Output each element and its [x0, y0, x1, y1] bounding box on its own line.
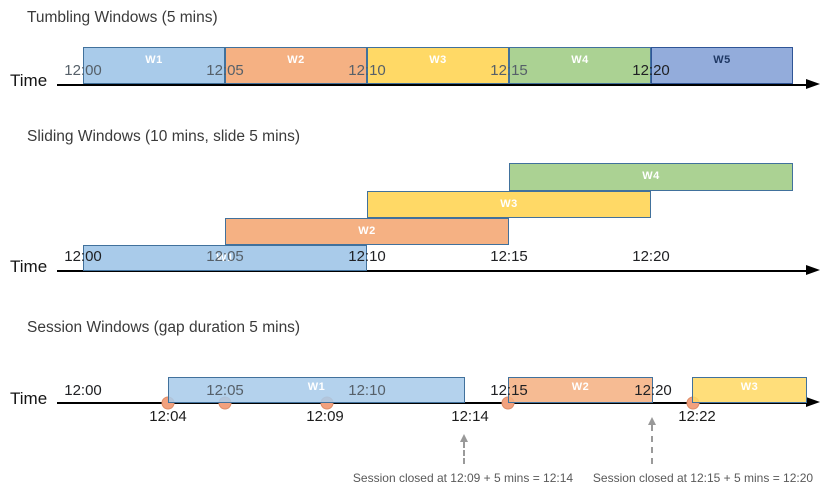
window-box-w2: W2 — [225, 218, 509, 245]
window-label: W3 — [740, 381, 759, 393]
time-tick-label: 12:10 — [348, 382, 386, 399]
time-tick-label: 12:15 — [490, 248, 528, 265]
window-label: W3 — [429, 54, 447, 66]
event-time-label: 12:09 — [306, 408, 344, 425]
window-box-w1: W1 — [83, 245, 367, 271]
time-tick-label: 12:20 — [634, 382, 672, 399]
time-tick-label: 12:05 — [206, 62, 244, 79]
timeline-session — [57, 402, 807, 404]
time-tick-label: 12:00 — [64, 62, 102, 79]
timeline-tumbling — [57, 84, 807, 86]
window-label: W2 — [571, 381, 590, 393]
time-tick-label: 12:00 — [64, 248, 102, 265]
timeline-arrowhead-icon — [806, 265, 820, 275]
window-box-w5: W5 — [651, 47, 793, 84]
window-label: W5 — [713, 54, 731, 66]
window-label: W4 — [571, 54, 589, 66]
window-label: W4 — [642, 170, 660, 182]
timeline-sliding — [57, 270, 807, 272]
event-time-label: 12:22 — [678, 408, 716, 425]
dashed-line — [463, 442, 465, 464]
session-closed-arrow — [648, 417, 656, 464]
session-windows-title: Session Windows (gap duration 5 mins) — [27, 319, 301, 336]
window-label: W1 — [145, 54, 163, 66]
time-axis-label-session: Time — [10, 389, 48, 408]
dashed-line — [651, 425, 653, 464]
window-box-w3: W3 — [692, 377, 807, 403]
window-box-w2: W2 — [225, 47, 367, 84]
time-tick-label: 12:05 — [206, 382, 244, 399]
time-tick-label: 12:10 — [348, 248, 386, 265]
window-label: W3 — [500, 198, 518, 210]
time-tick-label: 12:15 — [490, 62, 528, 79]
tumbling-windows-title: Tumbling Windows (5 mins) — [27, 9, 218, 26]
window-label: W2 — [287, 54, 305, 66]
time-tick-label: 12:10 — [348, 62, 386, 79]
time-axis-label-tumbling: Time — [10, 71, 48, 90]
window-box-w1: W1 — [83, 47, 225, 84]
window-box-w1: W1 — [168, 377, 465, 403]
sliding-windows-title: Sliding Windows (10 mins, slide 5 mins) — [27, 128, 301, 145]
event-time-label: 12:04 — [149, 408, 187, 425]
window-box-w4: W4 — [509, 47, 651, 84]
time-tick-label: 12:15 — [490, 382, 528, 399]
window-label: W2 — [358, 225, 376, 237]
window-box-w2: W2 — [508, 377, 653, 403]
session-closed-annotation: Session closed at 12:09 + 5 mins = 12:14 — [352, 471, 574, 485]
timeline-arrowhead-icon — [806, 397, 820, 407]
time-tick-label: 12:20 — [632, 62, 670, 79]
window-box-w3: W3 — [367, 47, 509, 84]
timeline-arrowhead-icon — [806, 79, 820, 89]
session-closed-annotation: Session closed at 12:15 + 5 mins = 12:20 — [592, 471, 814, 485]
session-closed-arrow — [460, 434, 468, 464]
window-box-w4: W4 — [509, 163, 793, 191]
time-axis-label-sliding: Time — [10, 257, 48, 276]
time-tick-label: 12:05 — [206, 248, 244, 265]
event-time-label: 12:14 — [451, 408, 489, 425]
time-tick-label: 12:00 — [64, 382, 102, 399]
window-box-w3: W3 — [367, 191, 651, 218]
arrow-up-icon — [460, 434, 468, 442]
arrow-up-icon — [648, 417, 656, 425]
time-tick-label: 12:20 — [632, 248, 670, 265]
window-label: W1 — [216, 252, 234, 264]
window-label: W1 — [307, 381, 326, 393]
